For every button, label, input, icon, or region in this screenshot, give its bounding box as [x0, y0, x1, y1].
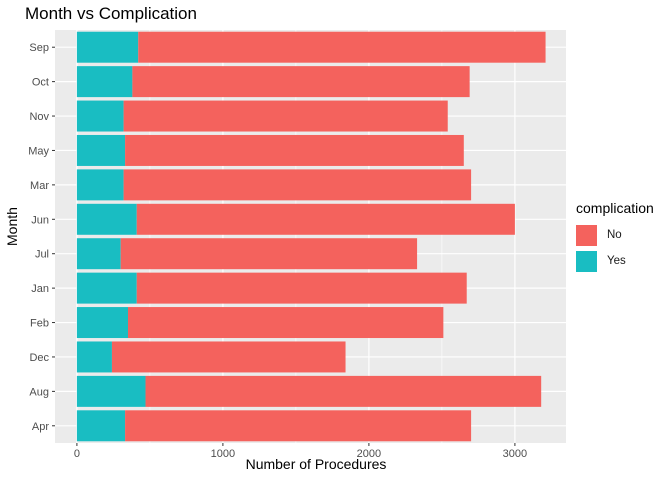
y-axis-label: Month: [4, 207, 20, 246]
chart-title: Month vs Complication: [25, 4, 197, 23]
x-axis-label: Number of Procedures: [245, 456, 387, 472]
bar-no-jan: [136, 272, 467, 304]
legend-label-no: No: [607, 229, 622, 241]
bar-yes-jul: [76, 238, 121, 270]
bar-yes-mar: [76, 169, 124, 201]
x-tick-label: 1000: [211, 448, 235, 460]
bar-no-sep: [138, 31, 546, 63]
x-tick-label: 0: [74, 448, 80, 460]
y-tick-label: Mar: [30, 180, 49, 192]
bar-yes-jan: [76, 272, 137, 304]
y-tick-label: Aug: [29, 386, 49, 398]
y-tick-label: Jul: [35, 249, 49, 261]
bar-yes-may: [76, 134, 126, 166]
plot-panel: [55, 30, 566, 443]
bar-no-aug: [145, 375, 542, 407]
bar-yes-feb: [76, 307, 128, 339]
y-tick-label: Apr: [32, 421, 49, 433]
bar-yes-aug: [76, 375, 146, 407]
bar-no-jul: [120, 238, 418, 270]
bar-yes-sep: [76, 31, 139, 63]
bar-yes-nov: [76, 100, 124, 132]
legend-label-yes: Yes: [607, 255, 626, 267]
bar-no-apr: [125, 410, 472, 442]
y-tick-label: May: [28, 145, 49, 157]
bar-no-oct: [132, 66, 470, 98]
y-tick-label: Nov: [29, 111, 49, 123]
legend-item-no: No: [576, 222, 654, 248]
bar-no-dec: [111, 341, 346, 373]
bar-yes-dec: [76, 341, 112, 373]
y-tick-label: Sep: [29, 42, 49, 54]
x-tick-label: 2000: [357, 448, 381, 460]
y-axis-label-text: Month: [4, 207, 20, 246]
bar-no-mar: [123, 169, 472, 201]
x-tick-label: 3000: [503, 448, 527, 460]
bar-no-may: [125, 134, 464, 166]
y-tick-label: Oct: [32, 77, 49, 89]
bar-yes-jun: [76, 203, 137, 235]
y-tick-label: Feb: [30, 318, 49, 330]
y-tick-label: Dec: [29, 352, 49, 364]
bar-no-feb: [128, 307, 444, 339]
legend-item-yes: Yes: [576, 248, 654, 274]
legend-title: complication: [576, 200, 654, 216]
legend-key-no: [576, 224, 597, 246]
y-tick-label: Jun: [31, 214, 49, 226]
bar-no-nov: [123, 100, 448, 132]
y-tick-label: Jan: [31, 283, 49, 295]
bar-yes-apr: [76, 410, 126, 442]
legend-key-yes: [576, 250, 597, 272]
bar-no-jun: [136, 203, 515, 235]
legend: complication No Yes: [576, 200, 654, 274]
bar-yes-oct: [76, 66, 133, 98]
